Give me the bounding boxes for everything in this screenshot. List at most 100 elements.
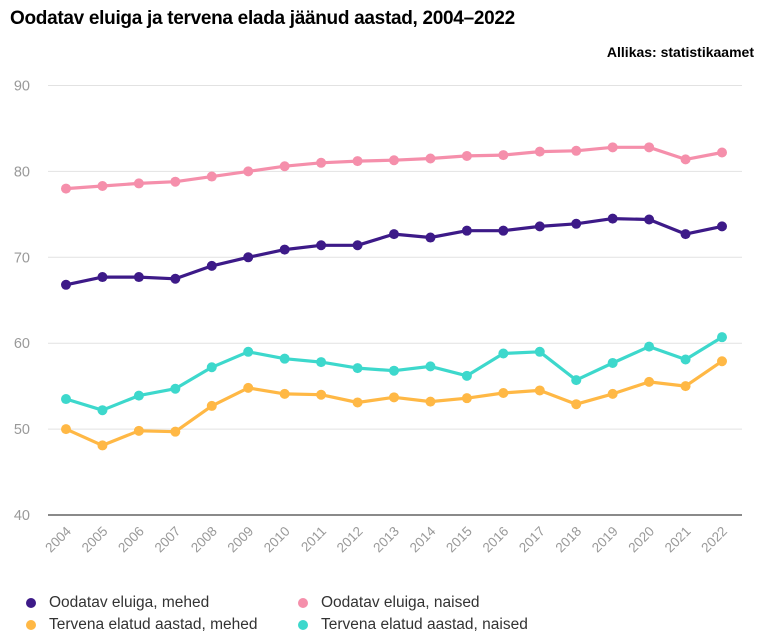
- data-point: [170, 176, 181, 187]
- data-point: [279, 388, 290, 399]
- data-point: [680, 381, 691, 392]
- y-tick-label: 90: [14, 79, 30, 95]
- data-point: [498, 348, 509, 359]
- data-point: [680, 354, 691, 365]
- data-point: [607, 388, 618, 399]
- data-point: [644, 376, 655, 387]
- data-point: [534, 146, 545, 157]
- x-tick-label: 2006: [115, 524, 147, 556]
- data-point: [206, 260, 217, 271]
- chart-title: Oodatav eluiga ja tervena elada jäänud a…: [10, 8, 515, 29]
- data-point: [644, 341, 655, 352]
- x-tick-label: 2009: [224, 524, 256, 556]
- x-tick-label: 2007: [152, 524, 184, 556]
- data-point: [680, 229, 691, 240]
- data-point: [498, 150, 509, 161]
- x-tick-label: 2020: [625, 524, 657, 556]
- data-point: [607, 213, 618, 224]
- x-tick-label: 2011: [298, 524, 329, 555]
- legend-label: Oodatav eluiga, naised: [321, 594, 480, 611]
- data-point: [644, 142, 655, 153]
- data-point: [644, 214, 655, 225]
- series-line: [64, 217, 724, 287]
- data-point: [461, 370, 472, 381]
- y-tick-label: 80: [14, 164, 30, 180]
- series-line: [64, 145, 724, 191]
- data-point: [316, 357, 327, 368]
- data-point: [133, 425, 144, 436]
- data-point: [243, 166, 254, 177]
- data-point: [389, 155, 399, 166]
- data-point: [425, 232, 436, 243]
- legend-item-naised-eluiga[interactable]: Oodatav eluiga, naised: [298, 593, 558, 613]
- x-tick-label: 2018: [552, 524, 584, 556]
- x-tick-label: 2013: [370, 524, 402, 556]
- data-point: [352, 240, 363, 251]
- data-point: [461, 225, 472, 236]
- data-point: [534, 385, 545, 396]
- x-tick-label: 2014: [407, 523, 439, 555]
- data-point: [571, 218, 582, 229]
- y-tick-label: 50: [14, 422, 30, 438]
- data-point: [534, 346, 545, 357]
- data-point: [607, 142, 618, 153]
- x-tick-label: 2016: [480, 524, 512, 556]
- data-point: [97, 272, 108, 283]
- legend-marker: [26, 620, 36, 630]
- legend-item-mehed-tervena[interactable]: Tervena elatud aastad, mehed: [26, 615, 298, 635]
- x-tick-label: 2005: [79, 524, 111, 556]
- data-point: [717, 221, 727, 232]
- data-point: [61, 183, 71, 194]
- data-point: [243, 346, 254, 357]
- data-point: [97, 405, 108, 416]
- x-tick-label: 2004: [42, 523, 74, 555]
- data-point: [206, 171, 217, 182]
- legend-item-naised-tervena[interactable]: Tervena elatud aastad, naised: [298, 615, 558, 635]
- data-point: [571, 399, 582, 410]
- data-point: [389, 365, 399, 376]
- data-point: [425, 396, 436, 407]
- x-tick-label: 2015: [443, 524, 475, 556]
- legend-marker: [26, 598, 36, 608]
- data-point: [352, 397, 363, 408]
- y-tick-label: 70: [14, 250, 30, 266]
- line-chart: 40 50 60 70 80 90 2004 2005 2006 2007 2008 2009 2010…: [14, 79, 742, 556]
- data-point: [170, 383, 181, 394]
- x-tick-label: 2012: [334, 524, 366, 556]
- data-point: [498, 388, 509, 399]
- y-tick-label: 40: [14, 508, 30, 524]
- data-point: [425, 361, 436, 372]
- data-point: [279, 161, 290, 172]
- data-point: [717, 356, 727, 367]
- legend-label: Tervena elatud aastad, naised: [321, 616, 528, 633]
- data-point: [352, 363, 363, 374]
- data-point: [61, 279, 71, 290]
- x-tick-label: 2022: [698, 524, 730, 556]
- data-point: [97, 181, 108, 192]
- source-label: Allikas: statistikaamet: [606, 44, 754, 60]
- data-point: [571, 145, 582, 156]
- data-point: [389, 229, 399, 240]
- data-point: [170, 273, 181, 284]
- x-tick-label: 2010: [261, 524, 293, 556]
- data-point: [717, 147, 727, 158]
- legend-marker: [298, 620, 308, 630]
- data-point: [61, 394, 71, 405]
- legend: Oodatav eluiga, mehed Oodatav eluiga, na…: [26, 593, 558, 635]
- x-tick-label: 2017: [516, 524, 548, 556]
- data-point: [133, 390, 144, 401]
- legend-marker: [298, 598, 308, 608]
- data-point: [680, 154, 691, 165]
- data-point: [61, 424, 71, 435]
- data-point: [389, 392, 399, 403]
- data-point: [534, 221, 545, 232]
- legend-label: Tervena elatud aastad, mehed: [49, 616, 258, 633]
- legend-item-mehed-eluiga[interactable]: Oodatav eluiga, mehed: [26, 593, 298, 613]
- data-point: [717, 332, 727, 343]
- data-point: [461, 393, 472, 404]
- data-point: [461, 150, 472, 161]
- data-point: [316, 240, 327, 251]
- data-point: [607, 357, 618, 368]
- data-point: [279, 244, 290, 255]
- x-tick-label: 2019: [589, 524, 621, 556]
